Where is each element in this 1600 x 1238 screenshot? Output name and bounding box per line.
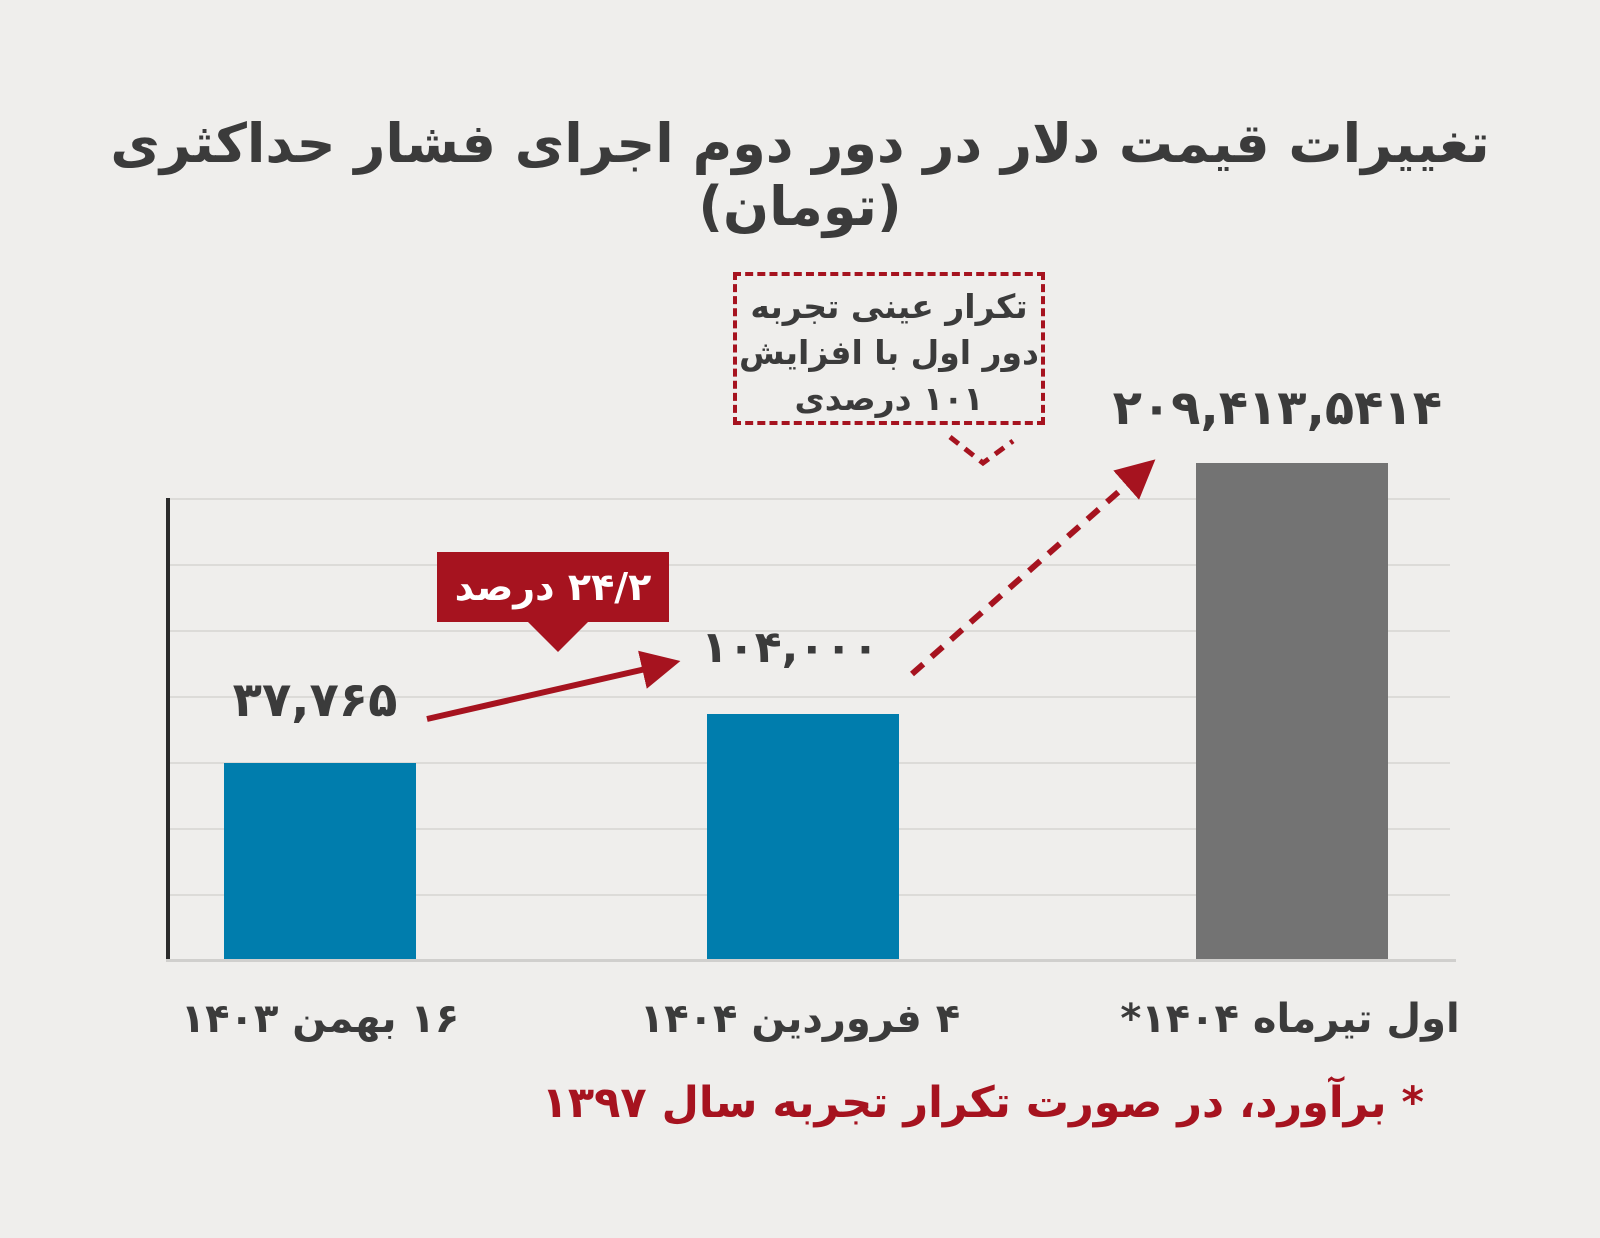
x-axis-label-2: ۴ فروردین ۱۴۰۴	[639, 996, 961, 1042]
y-axis-line	[166, 498, 170, 962]
gridline	[166, 630, 1450, 632]
value-label-bar1: ۳۷,۷۶۵	[232, 672, 398, 728]
x-axis-label-3: اول تیرماه ۱۴۰۴*	[1120, 996, 1460, 1042]
projection-arrow-icon	[910, 459, 1156, 677]
gridline	[166, 498, 1450, 500]
annotation-line-3: ۱۰۱ درصدی	[794, 379, 984, 418]
page-title: تغییرات قیمت دلار در دور دوم اجرای فشار …	[110, 112, 1490, 239]
annotation-line-1: تکرار عینی تجربه	[750, 287, 1028, 326]
percent-change-badge: ۲۴/۲ درصد	[437, 552, 669, 622]
annotation-line-2: دور اول با افزایش	[739, 333, 1039, 372]
bar-16-bahman-1403	[224, 763, 416, 960]
gridline	[166, 564, 1450, 566]
callout-tail-icon	[948, 435, 1015, 467]
x-axis-label-1: ۱۶ بهمن ۱۴۰۳	[180, 996, 460, 1042]
value-label-bar2: ۱۰۴,۰۰۰	[701, 622, 879, 673]
x-axis-line	[166, 959, 1456, 962]
annotation-callout: تکرار عینی تجربه دور اول با افزایش ۱۰۱ د…	[733, 272, 1045, 425]
footnote: * برآورد، در صورت تکرار تجربه سال ۱۳۹۷	[541, 1078, 1424, 1128]
value-label-bar3: ۲۰۹,۴۱۳,۵۴۱۴	[1112, 380, 1442, 436]
gridline	[166, 696, 1450, 698]
bar-4-farvardin-1404	[707, 714, 899, 960]
bar-1-tirmah-1404-estimate	[1196, 463, 1388, 960]
badge-pointer-icon	[526, 620, 590, 652]
